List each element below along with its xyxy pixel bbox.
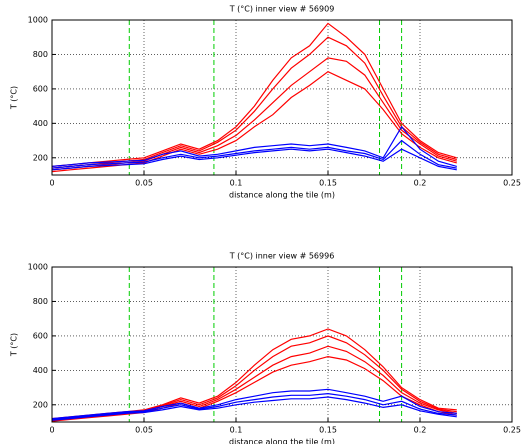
y-axis-label: T (°C) bbox=[10, 86, 19, 110]
series-line bbox=[51, 22, 457, 167]
y-tick-label: 600 bbox=[33, 331, 48, 340]
y-tick-label: 400 bbox=[33, 366, 48, 375]
x-tick-label: 0.2 bbox=[414, 179, 427, 188]
y-tick-label: 600 bbox=[33, 84, 48, 93]
y-tick-label: 200 bbox=[33, 400, 48, 409]
x-axis-label: distance along the tile (m) bbox=[229, 438, 335, 444]
y-tick-label: 800 bbox=[33, 50, 48, 59]
axes-box bbox=[51, 19, 513, 176]
series-line bbox=[51, 396, 457, 421]
x-tick-label: 0.1 bbox=[230, 179, 243, 188]
x-axis-label: distance along the tile (m) bbox=[229, 191, 335, 200]
series-line bbox=[51, 125, 457, 167]
x-tick-label: 0.05 bbox=[135, 426, 153, 435]
chart-title: T (°C) inner view # 56909 bbox=[229, 5, 335, 14]
y-tick-label: 400 bbox=[33, 119, 48, 128]
y-tick-label: 800 bbox=[33, 297, 48, 306]
x-tick-label: 0.25 bbox=[503, 179, 521, 188]
x-tick-label: 0.25 bbox=[503, 426, 521, 435]
series-line bbox=[51, 355, 457, 422]
y-tick-label: 1000 bbox=[28, 263, 48, 272]
x-tick-label: 0.1 bbox=[230, 426, 243, 435]
y-tick-label: 200 bbox=[33, 153, 48, 162]
x-tick-label: 0.15 bbox=[319, 179, 337, 188]
y-axis-label: T (°C) bbox=[10, 333, 19, 357]
series-line bbox=[51, 139, 457, 169]
y-tick-label: 1000 bbox=[28, 16, 48, 25]
series-line bbox=[51, 388, 457, 420]
x-tick-label: 0.05 bbox=[135, 179, 153, 188]
x-tick-label: 0.15 bbox=[319, 426, 337, 435]
axes-box bbox=[51, 266, 513, 423]
series-line bbox=[51, 392, 457, 420]
chart-title: T (°C) inner view # 56996 bbox=[229, 252, 335, 261]
x-tick-label: 0.2 bbox=[414, 426, 427, 435]
x-tick-label: 0 bbox=[49, 179, 54, 188]
series-line bbox=[51, 148, 457, 171]
x-tick-label: 0 bbox=[49, 426, 54, 435]
plot-area bbox=[52, 20, 512, 175]
